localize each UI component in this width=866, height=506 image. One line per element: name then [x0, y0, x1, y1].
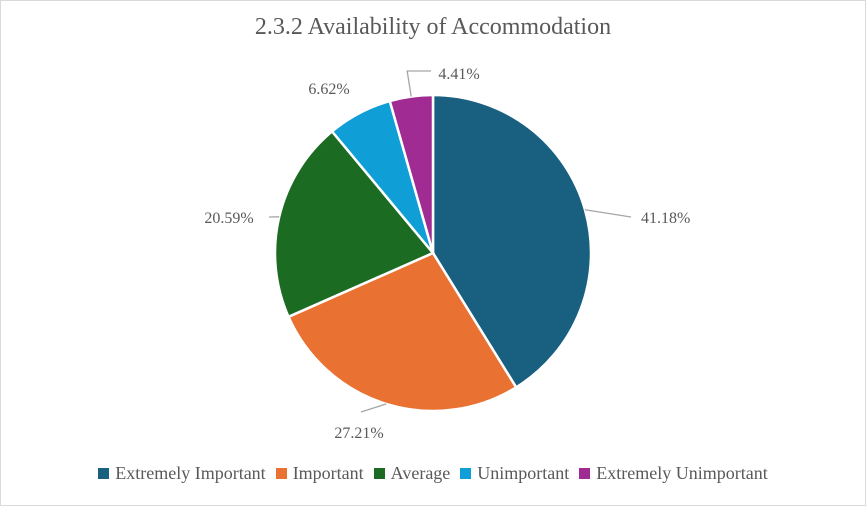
leader-line-extremely-unimportant: [406, 70, 431, 97]
legend-label: Average: [390, 463, 451, 483]
legend-item-average: Average: [373, 463, 451, 484]
pie-slice-extremely-unimportant: [388, 93, 435, 254]
legend-swatch: [373, 468, 385, 479]
pie-slices: [273, 93, 593, 413]
data-label-extremely-important: 41.18%: [641, 210, 690, 227]
legend-swatch: [579, 468, 591, 479]
legend-label: Extremely Unimportant: [596, 463, 768, 483]
legend-label: Unimportant: [477, 463, 570, 483]
data-label-important: 27.21%: [334, 425, 383, 442]
chart-title: 2.3.2 Availability of Accommodation: [254, 14, 612, 40]
legend-swatch: [460, 468, 472, 479]
legend-item-unimportant: Unimportant: [460, 463, 569, 484]
legend-label: Important: [292, 463, 364, 483]
legend: Extremely Important Important Average Un…: [1, 463, 865, 484]
legend-item-important: Important: [275, 463, 364, 484]
legend-item-extremely-important: Extremely Important: [98, 463, 266, 484]
data-label-average: 20.59%: [204, 210, 253, 227]
leader-line-extremely-important: [584, 209, 632, 218]
leader-line-important: [360, 403, 387, 413]
legend-swatch: [98, 468, 110, 479]
data-labels: 41.18% 27.21% 20.59% 6.62% 4.41%: [204, 66, 690, 442]
data-label-unimportant: 6.62%: [308, 81, 349, 98]
legend-label: Extremely Important: [115, 463, 266, 483]
legend-swatch: [275, 468, 287, 479]
pie-slice-extremely-important: [431, 93, 593, 390]
legend-item-extremely-unimportant: Extremely Unimportant: [579, 463, 768, 484]
leader-lines: [268, 70, 632, 413]
data-label-extremely-unimportant: 4.41%: [438, 66, 479, 83]
